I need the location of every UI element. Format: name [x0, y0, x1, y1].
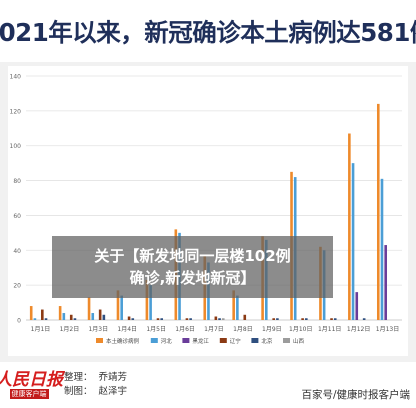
bar: [149, 285, 152, 320]
bar: [116, 290, 120, 320]
legend-label: 本土确诊病例: [106, 337, 140, 345]
bar: [87, 297, 91, 320]
bar: [58, 306, 62, 320]
legend-label: 黑龙江: [192, 337, 209, 345]
x-tick-label: 1月12日: [347, 326, 370, 333]
page-title: 2021年以来，新冠确诊本土病例达581例: [0, 17, 416, 47]
source-credit: 百家号/健康时报客户端: [301, 389, 410, 401]
bar: [276, 318, 279, 320]
bar: [102, 314, 106, 320]
bar: [44, 318, 48, 320]
credits: 整理： 乔靖芳 制图： 赵泽宇: [64, 371, 127, 399]
bar: [189, 318, 192, 320]
bar: [305, 318, 308, 320]
bar: [301, 318, 304, 320]
bar: [73, 318, 77, 320]
bar: [91, 313, 95, 320]
legend-label: 河北: [161, 337, 173, 345]
bar: [355, 292, 359, 320]
title-bar: 2021年以来，新冠确诊本土病例达581例: [0, 0, 416, 62]
x-tick-label: 1月7日: [204, 326, 224, 333]
bar: [376, 103, 380, 320]
x-tick-label: 1月6日: [175, 326, 195, 333]
bar: [41, 309, 44, 320]
y-tick-label: 140: [10, 74, 22, 81]
x-tick-label: 1月3日: [88, 326, 108, 333]
y-tick-label: 60: [13, 213, 21, 220]
bar: [69, 314, 73, 320]
chart-panel: 0 20 40 60 80 100 120 140 1月1日 1月2日 1月3日 1月4日 1月5日 1…: [0, 62, 416, 362]
bar: [348, 133, 351, 320]
x-tick-label: 1月2日: [60, 326, 80, 333]
bar: [160, 318, 164, 320]
editor-label: 整理：: [64, 372, 93, 383]
bar: [156, 318, 160, 320]
bar: [33, 318, 37, 320]
bar: [330, 318, 333, 320]
legend-label: 山西: [293, 337, 305, 345]
x-tick-label: 1月10日: [289, 326, 312, 333]
legend-swatch: [251, 338, 259, 343]
overlay-line-2: 确诊,新发地新冠】: [129, 269, 256, 287]
bar: [221, 318, 225, 320]
x-tick-label: 1月13日: [376, 326, 399, 333]
bar: [127, 316, 131, 320]
bar: [185, 318, 189, 320]
x-tick-label: 1月1日: [31, 326, 51, 333]
legend-swatch: [219, 338, 227, 343]
news-caption-overlay[interactable]: 关于【新发地同一层楼102例 确诊,新发地新冠】: [52, 236, 333, 298]
logo-sub-text: 健康客户端: [9, 389, 49, 399]
bar: [380, 178, 384, 320]
bar: [131, 318, 135, 320]
footer: 人民日报 健康客户端 整理： 乔靖芳 制图： 赵泽宇 百家号/健康时报客户端: [0, 362, 416, 408]
x-tick-label: 1月9日: [262, 326, 282, 333]
legend-swatch: [96, 338, 103, 343]
y-tick-label: 0: [17, 318, 21, 325]
bar: [98, 309, 102, 320]
bar: [272, 318, 275, 320]
logo: 人民日报 健康客户端: [0, 367, 63, 403]
bar: [120, 295, 123, 320]
legend-label: 北京: [261, 337, 273, 345]
y-tick-label: 40: [13, 248, 21, 255]
legend-swatch: [150, 338, 158, 343]
y-tick-label: 100: [10, 143, 22, 150]
editor-name: 乔靖芳: [98, 372, 128, 383]
y-tick-label: 20: [13, 283, 21, 290]
designer-name: 赵泽宇: [98, 386, 128, 397]
x-tick-label: 1月11日: [318, 326, 341, 333]
bar: [351, 163, 355, 320]
y-tick-label: 80: [13, 178, 21, 185]
bar: [145, 279, 149, 320]
designer-label: 制图：: [64, 386, 93, 397]
legend-swatch: [283, 338, 290, 343]
overlay-line-1: 关于【新发地同一层楼102例: [94, 247, 291, 265]
bar: [29, 306, 33, 320]
x-tick-label: 1月8日: [233, 326, 253, 333]
x-tick-label: 1月4日: [117, 326, 137, 333]
legend-label: 辽宁: [230, 337, 242, 345]
bar: [232, 290, 235, 320]
editor-credit: 整理： 乔靖芳: [64, 371, 127, 385]
bar: [384, 245, 387, 320]
bar: [243, 314, 247, 320]
legend-swatch: [182, 338, 190, 343]
bar-chart: 0 20 40 60 80 100 120 140 1月1日 1月2日 1月3日 1月4日 1月5日 1…: [8, 66, 408, 356]
bar: [362, 318, 366, 320]
bar: [236, 295, 239, 320]
designer-credit: 制图： 赵泽宇: [64, 385, 127, 399]
bar: [333, 318, 337, 320]
x-tick-label: 1月5日: [146, 326, 166, 333]
bar: [214, 316, 218, 320]
logo-main-text: 人民日报: [0, 370, 63, 390]
y-tick-label: 120: [10, 108, 22, 115]
bar: [218, 318, 221, 320]
bar: [62, 313, 66, 320]
